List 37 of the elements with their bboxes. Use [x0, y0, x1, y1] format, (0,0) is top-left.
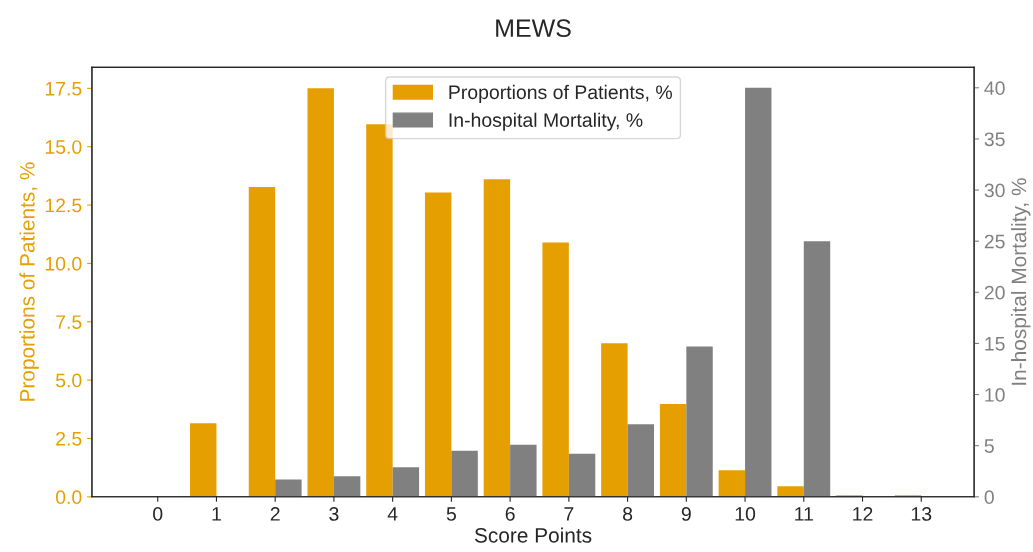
x-tick-label: 6	[505, 507, 515, 521]
x-tick-label: 10	[735, 507, 756, 521]
y2-tick-label: 30	[984, 183, 1005, 198]
y2-tick-label: 25	[984, 234, 1005, 249]
x-tick-label: 3	[329, 507, 339, 521]
y-tick-label: 5.0	[55, 373, 82, 388]
x-tick-label: 2	[270, 507, 280, 521]
x-tick-label: 7	[564, 507, 574, 521]
y-tick-label: 0.0	[55, 490, 82, 505]
y-tick-label: 15.0	[45, 140, 82, 154]
y2-tick-label: 40	[984, 81, 1005, 96]
y2-tick-label: 10	[985, 388, 1005, 402]
y-tick-label: 2.5	[56, 431, 82, 446]
y2-axis-title: In-hospital Mortality, %	[1011, 178, 1031, 385]
x-tick-label: 1	[212, 507, 221, 521]
x-tick-label: 11	[795, 507, 813, 521]
y2-tick-label: 0	[984, 490, 994, 505]
y-tick-label: 17.5	[45, 82, 82, 96]
y-tick-label: 12.5	[45, 198, 82, 213]
y2-tick-label: 15	[985, 337, 1005, 351]
x-tick-label: 9	[681, 507, 691, 521]
y-tick-label: 10.0	[45, 256, 82, 271]
y2-tick-label: 20	[984, 285, 1005, 300]
x-tick-label: 4	[387, 507, 398, 521]
y-axis-title: Proportions of Patients, %	[19, 162, 39, 401]
x-tick-label: 12	[853, 507, 873, 521]
y2-tick-label: 5	[984, 439, 994, 453]
x-tick-label: 8	[623, 507, 633, 521]
x-tick-label: 0	[153, 507, 163, 521]
y-tick-label: 7.5	[56, 315, 82, 329]
legend-label: In-hospital Mortality, %	[449, 112, 643, 131]
legend-label: Proportions of Patients, %	[449, 84, 672, 103]
x-tick-label: 13	[911, 507, 932, 521]
y2-tick-label: 35	[984, 132, 1005, 147]
chart-title: MEWS	[496, 19, 571, 38]
x-axis-title: Score Points	[474, 527, 592, 543]
x-tick-label: 5	[446, 507, 456, 521]
